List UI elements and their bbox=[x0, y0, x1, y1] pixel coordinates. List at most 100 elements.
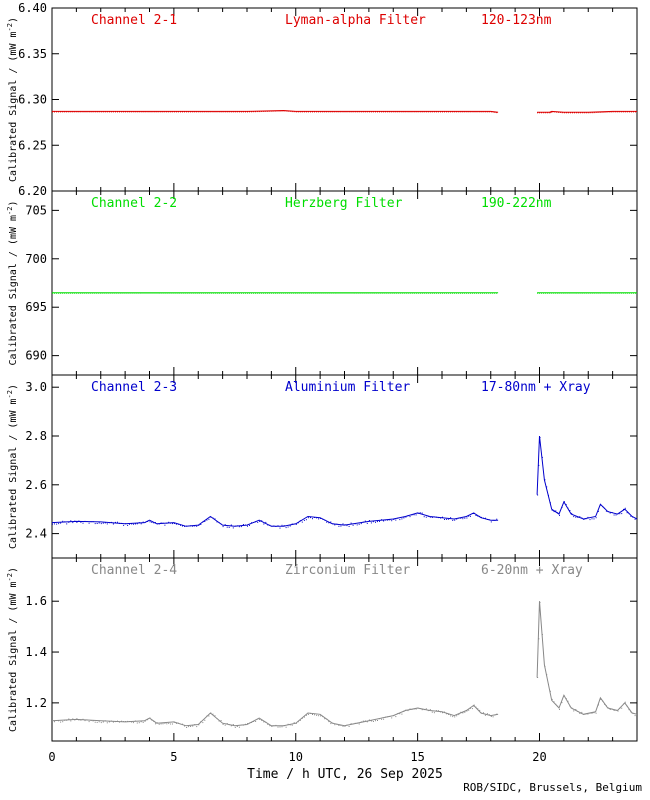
data-point bbox=[551, 698, 553, 700]
y-tick-label: 1.4 bbox=[25, 645, 47, 659]
data-point bbox=[54, 292, 55, 294]
data-point bbox=[433, 516, 435, 518]
data-point bbox=[537, 494, 539, 496]
data-point bbox=[149, 521, 151, 523]
data-point bbox=[435, 516, 437, 518]
data-point bbox=[263, 111, 265, 112]
data-point bbox=[408, 292, 410, 294]
data-point bbox=[263, 721, 265, 723]
data-point bbox=[192, 525, 194, 527]
data-point bbox=[462, 712, 464, 714]
data-point bbox=[571, 512, 573, 514]
data-point bbox=[442, 111, 443, 113]
data-point bbox=[192, 725, 194, 727]
data-point bbox=[362, 720, 364, 722]
x-tick-label: 0 bbox=[48, 750, 55, 764]
data-point bbox=[381, 718, 383, 720]
data-point bbox=[224, 724, 226, 726]
data-point bbox=[281, 524, 283, 526]
data-point bbox=[617, 513, 619, 515]
data-point bbox=[202, 722, 204, 724]
data-point bbox=[95, 292, 97, 294]
y-axis-title-exponent: -2 bbox=[6, 573, 14, 581]
y-axis-title-exponent: -2 bbox=[6, 390, 14, 398]
data-point bbox=[604, 507, 606, 509]
data-point bbox=[407, 515, 409, 517]
data-point bbox=[574, 112, 575, 114]
data-point bbox=[251, 292, 252, 294]
data-point bbox=[96, 523, 98, 524]
data-point bbox=[545, 112, 547, 114]
data-point bbox=[632, 111, 634, 113]
data-point bbox=[595, 712, 597, 714]
data-point bbox=[358, 523, 360, 525]
data-point bbox=[416, 292, 418, 294]
y-tick-label: 2.6 bbox=[25, 478, 47, 492]
data-point bbox=[376, 292, 378, 294]
data-point bbox=[577, 516, 579, 518]
data-point bbox=[356, 111, 358, 113]
data-point bbox=[352, 111, 354, 113]
series-1-line bbox=[51, 704, 499, 727]
data-point bbox=[307, 713, 309, 715]
data-point bbox=[261, 111, 263, 112]
data-point bbox=[151, 521, 153, 523]
data-point bbox=[346, 111, 348, 113]
data-point bbox=[183, 292, 185, 294]
y-tick-label: 1.2 bbox=[25, 696, 47, 710]
x-tick-label: 5 bbox=[170, 750, 177, 764]
data-point bbox=[81, 292, 83, 294]
data-point bbox=[316, 292, 318, 294]
data-point bbox=[610, 292, 612, 294]
data-point bbox=[620, 111, 622, 113]
data-point bbox=[324, 111, 326, 113]
data-point bbox=[113, 292, 115, 294]
data-point bbox=[409, 708, 411, 710]
data-point bbox=[166, 723, 168, 725]
data-point bbox=[417, 512, 419, 514]
data-point bbox=[129, 721, 130, 722]
data-point bbox=[134, 523, 136, 525]
data-point bbox=[127, 111, 129, 113]
data-point bbox=[172, 523, 173, 525]
data-point bbox=[379, 111, 380, 113]
data-point bbox=[350, 522, 352, 524]
data-point bbox=[209, 292, 211, 294]
data-point bbox=[66, 111, 68, 113]
data-point bbox=[555, 703, 557, 705]
panel-frame bbox=[51, 374, 638, 559]
data-point bbox=[164, 722, 166, 724]
data-point bbox=[277, 110, 279, 112]
data-point bbox=[119, 522, 120, 524]
data-point bbox=[322, 518, 324, 520]
data-point bbox=[611, 512, 613, 513]
data-point bbox=[69, 292, 71, 294]
data-point bbox=[464, 292, 465, 294]
data-point bbox=[257, 111, 259, 113]
data-point bbox=[119, 292, 121, 294]
data-point bbox=[121, 720, 123, 722]
data-point bbox=[426, 292, 428, 294]
data-point bbox=[456, 292, 457, 294]
data-point bbox=[379, 718, 380, 720]
data-point bbox=[117, 111, 118, 113]
data-point bbox=[66, 719, 68, 721]
data-point bbox=[468, 111, 470, 113]
data-point bbox=[194, 525, 196, 527]
data-point bbox=[358, 111, 360, 113]
data-point bbox=[413, 514, 415, 516]
x-tick-label: 15 bbox=[410, 750, 424, 764]
data-point bbox=[438, 292, 439, 294]
data-point bbox=[157, 292, 159, 294]
data-point bbox=[555, 510, 557, 512]
data-point bbox=[54, 111, 55, 113]
data-point bbox=[395, 519, 397, 521]
data-point bbox=[626, 512, 628, 514]
data-point bbox=[496, 713, 498, 715]
data-point bbox=[145, 111, 147, 113]
data-point bbox=[409, 516, 411, 518]
data-point bbox=[129, 523, 130, 525]
data-point bbox=[366, 522, 368, 524]
data-point bbox=[578, 292, 580, 294]
data-point bbox=[198, 111, 200, 113]
